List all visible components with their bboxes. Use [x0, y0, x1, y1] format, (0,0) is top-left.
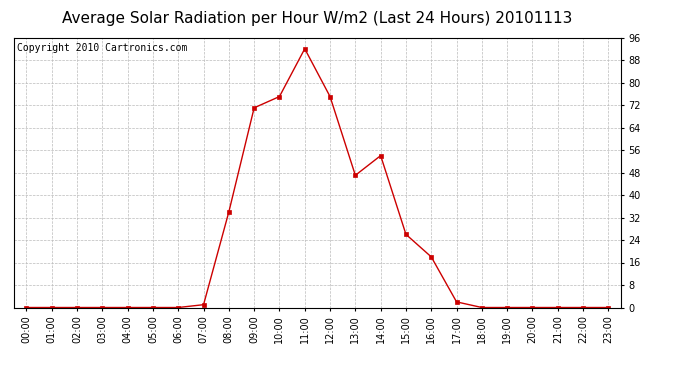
Text: Average Solar Radiation per Hour W/m2 (Last 24 Hours) 20101113: Average Solar Radiation per Hour W/m2 (L…	[62, 11, 573, 26]
Text: Copyright 2010 Cartronics.com: Copyright 2010 Cartronics.com	[17, 43, 187, 53]
